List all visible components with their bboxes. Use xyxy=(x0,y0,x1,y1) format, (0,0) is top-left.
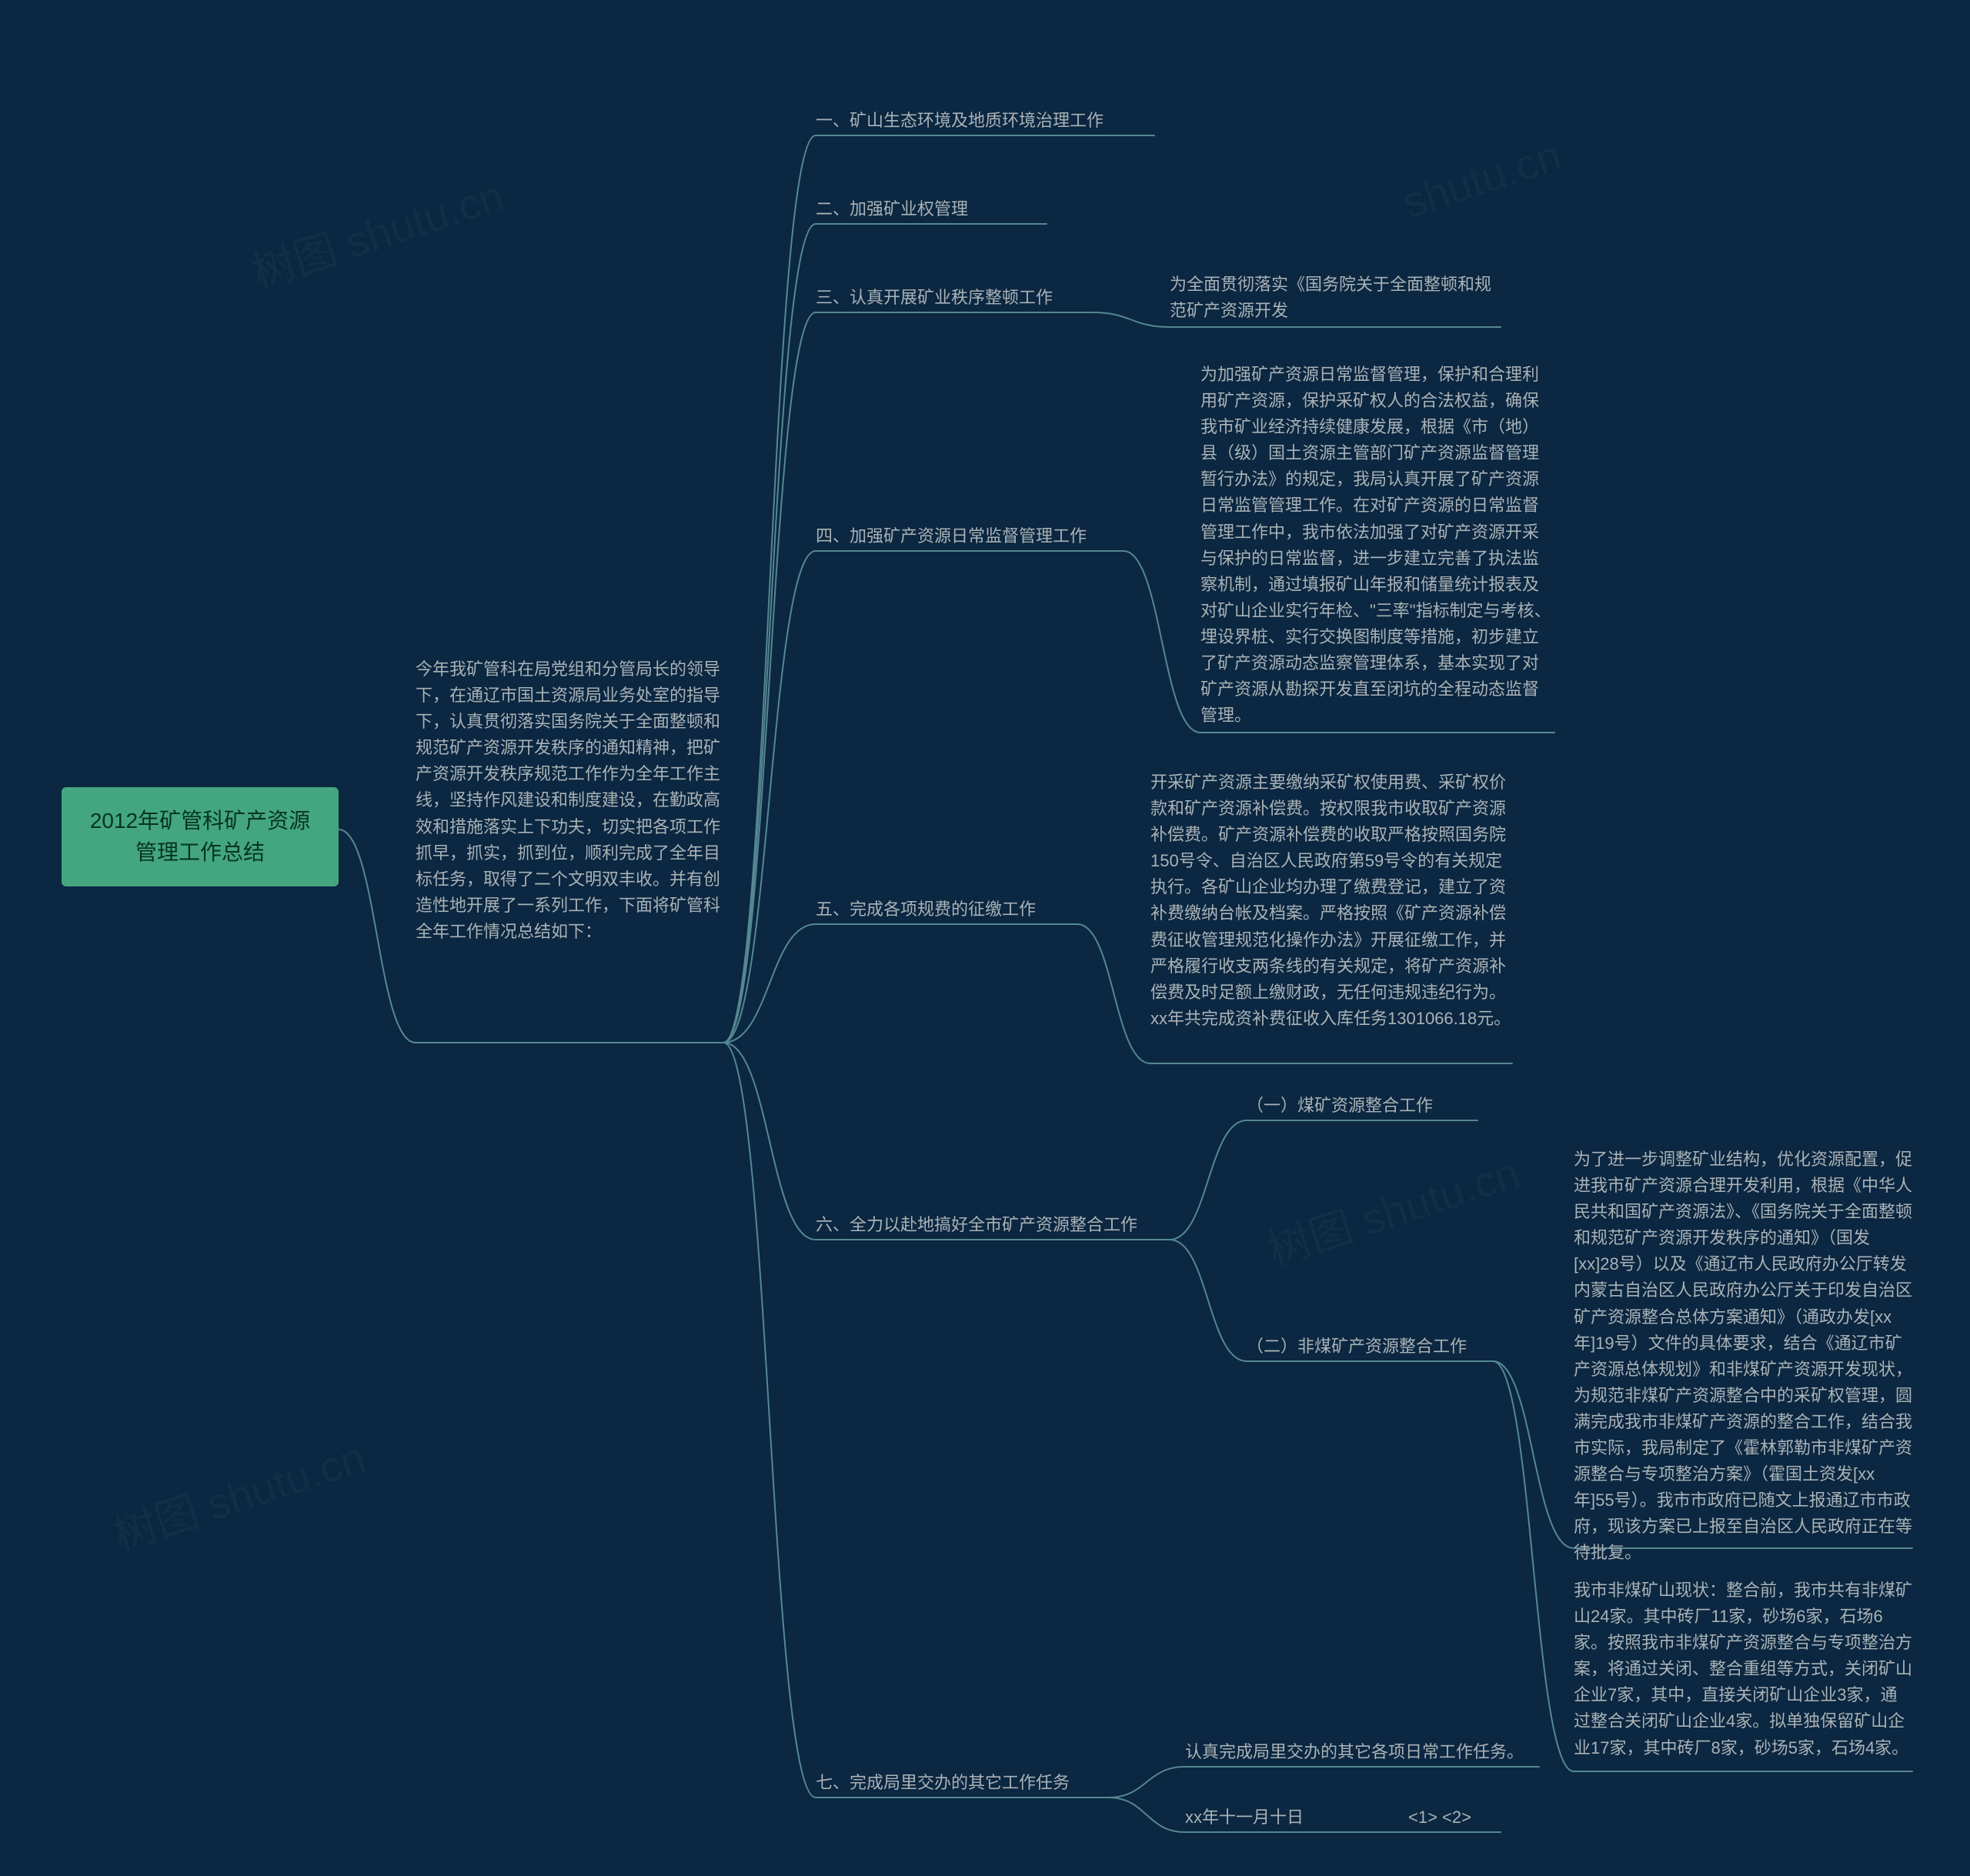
section-5[interactable]: 五、完成各项规费的征缴工作 xyxy=(816,896,1077,923)
watermark: 树图 shutu.cn xyxy=(105,1424,372,1564)
section-6[interactable]: 六、全力以赴地搞好全市矿产资源整合工作 xyxy=(816,1212,1170,1238)
watermark: 树图 shutu.cn xyxy=(1259,1139,1527,1279)
mindmap-root[interactable]: 2012年矿管科矿产资源管理工作总结 xyxy=(62,787,339,886)
section-4[interactable]: 四、加强矿产资源日常监督管理工作 xyxy=(816,523,1124,549)
section-6-child-2[interactable]: （二）非煤矿产资源整合工作 xyxy=(1247,1334,1493,1360)
section-6-child-2b: 我市非煤矿山现状：整合前，我市共有非煤矿山24家。其中砖厂11家，砂场6家，石场… xyxy=(1574,1577,1912,1761)
section-3[interactable]: 三、认真开展矿业秩序整顿工作 xyxy=(816,285,1093,311)
watermark: shutu.cn xyxy=(1397,130,1567,228)
section-6-child-2a: 为了进一步调整矿业结构，优化资源配置，促进我市矿产资源合理开发利用，根据《中华人… xyxy=(1574,1147,1912,1567)
section-7-child-2a: <1> <2> xyxy=(1408,1804,1501,1831)
section-3-child-1: 为全面贯彻落实《国务院关于全面整顿和规范矿产资源开发 xyxy=(1170,272,1501,324)
section-6-child-1[interactable]: （一）煤矿资源整合工作 xyxy=(1247,1093,1478,1119)
section-7[interactable]: 七、完成局里交办的其它工作任务 xyxy=(816,1770,1108,1796)
section-7-child-2: xx年十一月十日 xyxy=(1185,1804,1339,1831)
intro-paragraph: 今年我矿管科在局党组和分管局长的领导下，在通辽市国土资源局业务处室的指导下，认真… xyxy=(416,656,723,945)
section-5-child-1: 开采矿产资源主要缴纳采矿权使用费、采矿权价款和矿产资源补偿费。按权限我市收取矿产… xyxy=(1150,769,1512,1032)
section-2[interactable]: 二、加强矿业权管理 xyxy=(816,196,1047,222)
watermark: 树图 shutu.cn xyxy=(243,162,511,302)
section-1[interactable]: 一、矿山生态环境及地质环境治理工作 xyxy=(816,108,1154,134)
section-4-child-1: 为加强矿产资源日常监督管理，保护和合理利用矿产资源，保护采矿权人的合法权益，确保… xyxy=(1200,362,1554,729)
section-7-child-1: 认真完成局里交办的其它各项日常工作任务。 xyxy=(1185,1739,1539,1765)
